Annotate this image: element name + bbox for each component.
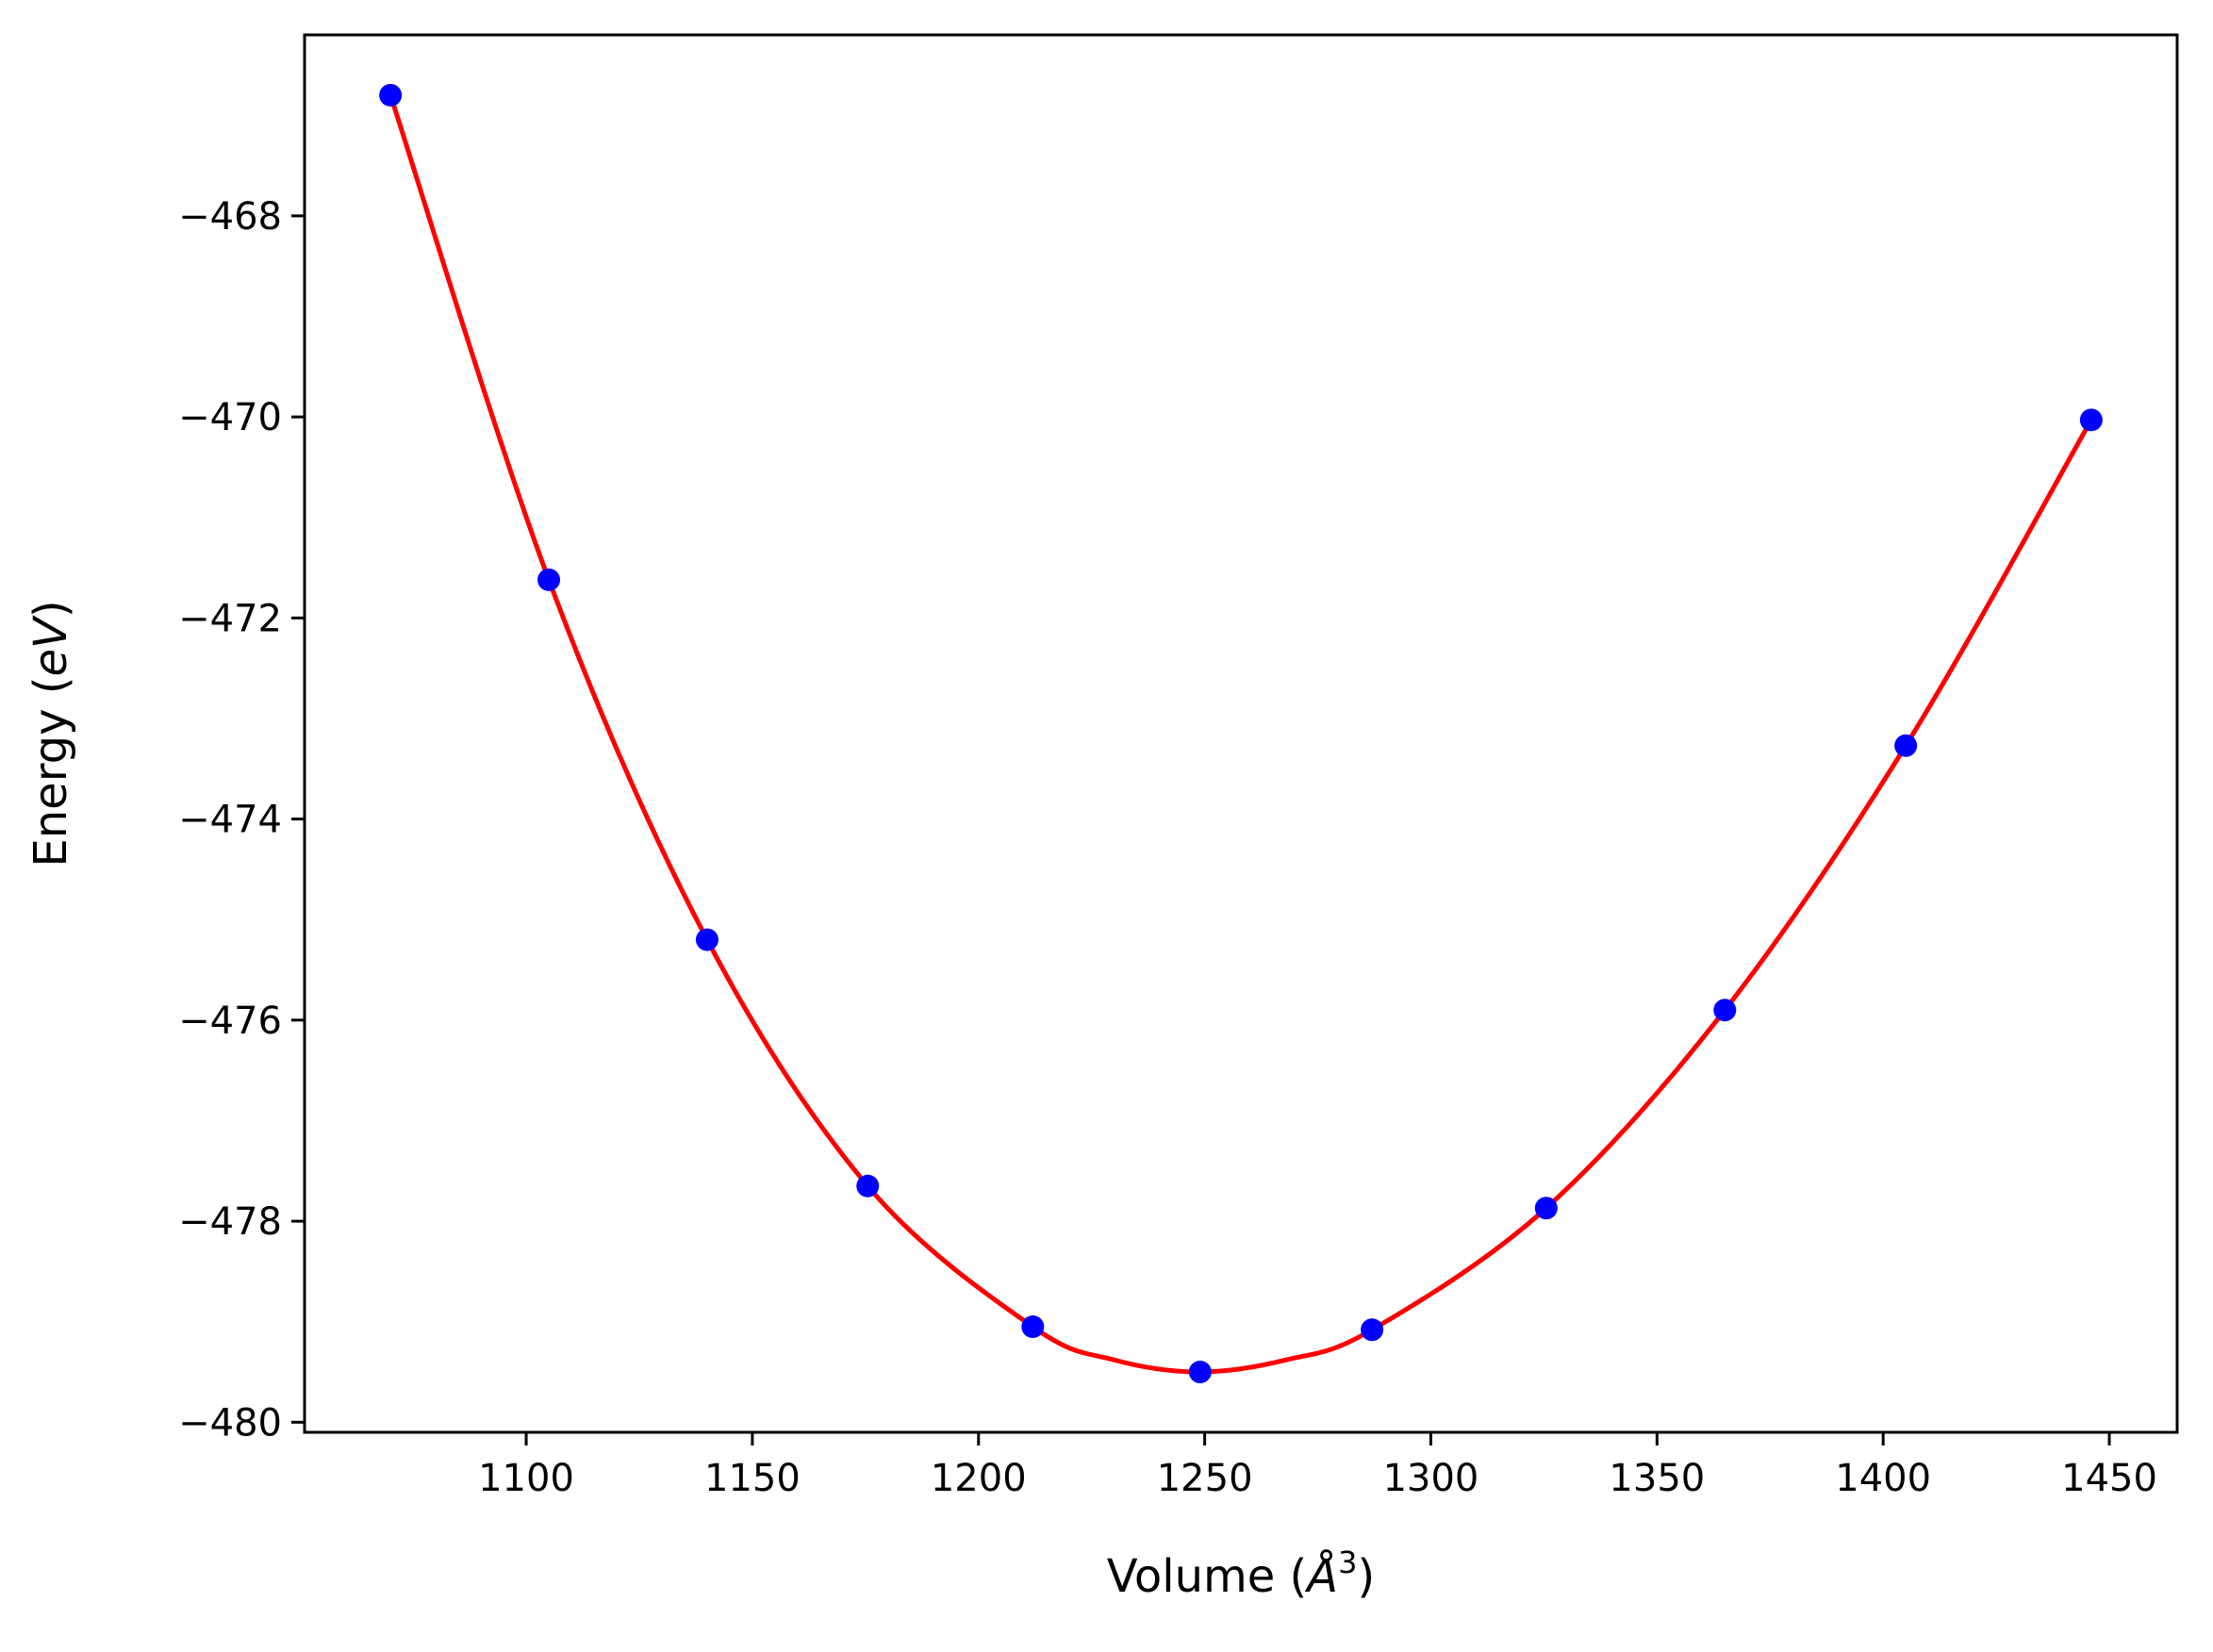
fit-curve-layer [388, 94, 2094, 1375]
y-tick-label: −468 [178, 195, 282, 239]
y-tick-label: −478 [178, 1200, 282, 1244]
y-tick-label: −476 [178, 999, 282, 1043]
data-point [1361, 1318, 1384, 1342]
data-point [379, 83, 403, 107]
x-tick-label: 1150 [704, 1457, 801, 1500]
data-point [1894, 734, 1918, 757]
ticks-layer: 1100 1150 1200 1250 1300 1350 1400 1450 −468 −470… [178, 195, 2157, 1500]
y-tick-label: −474 [178, 799, 282, 842]
data-point [856, 1174, 880, 1198]
y-tick-label: −470 [178, 396, 282, 439]
data-point [1713, 999, 1737, 1022]
x-tick-label: 1450 [2061, 1457, 2157, 1500]
y-axis-label: Energy (eV) [25, 600, 77, 867]
plot-frame [303, 33, 2179, 1434]
data-point [1021, 1315, 1045, 1339]
fit-curve-line [388, 94, 2094, 1375]
data-point [1534, 1197, 1558, 1220]
x-tick-label: 1200 [931, 1457, 1027, 1500]
y-tick-label: −472 [178, 597, 282, 640]
data-point [537, 568, 561, 591]
x-tick-label: 1400 [1835, 1457, 1931, 1500]
data-point [1188, 1361, 1212, 1384]
x-tick-label: 1300 [1383, 1457, 1479, 1500]
x-axis-label: Volume (Å3) [1107, 1545, 1375, 1603]
x-tick-label: 1350 [1609, 1457, 1705, 1500]
x-tick-label: 1100 [478, 1457, 574, 1500]
y-tick-label: −480 [178, 1401, 282, 1445]
data-points-layer [379, 83, 2103, 1384]
x-tick-label: 1250 [1157, 1457, 1253, 1500]
data-point [695, 928, 718, 951]
data-point [2079, 408, 2103, 432]
